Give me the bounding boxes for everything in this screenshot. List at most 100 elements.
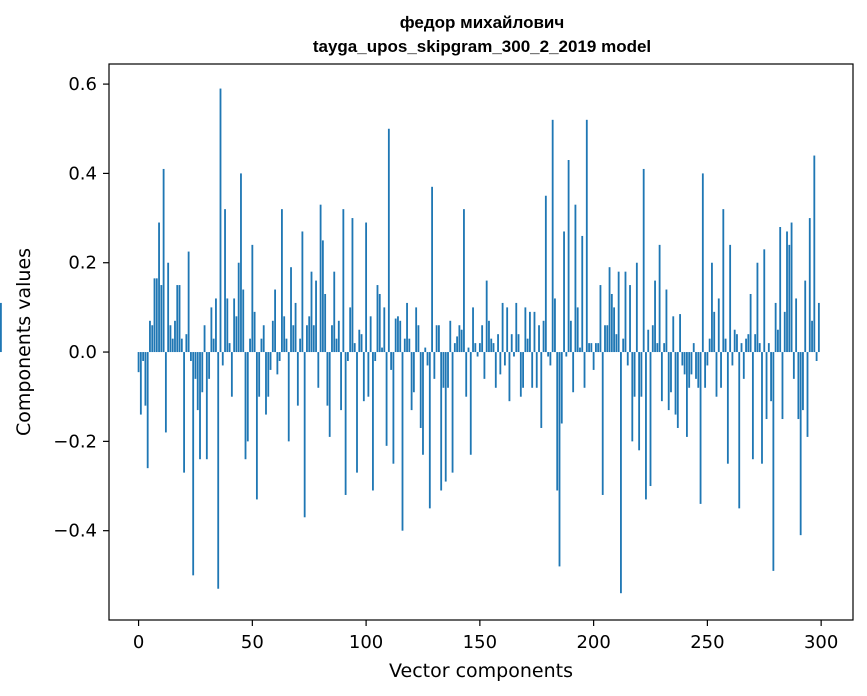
bar-250 bbox=[706, 352, 709, 366]
bar-219 bbox=[635, 262, 638, 353]
bar-190 bbox=[569, 320, 572, 353]
bar-137 bbox=[449, 320, 452, 353]
bar-29 bbox=[203, 325, 206, 353]
bar-110 bbox=[387, 128, 390, 353]
bar-249 bbox=[704, 352, 707, 388]
bar-69 bbox=[294, 302, 297, 353]
bar-12 bbox=[164, 352, 167, 433]
bar-296 bbox=[811, 320, 813, 353]
bar-218 bbox=[633, 352, 636, 397]
bar-31 bbox=[208, 352, 211, 379]
bar-23 bbox=[190, 352, 192, 361]
bar-72 bbox=[301, 231, 304, 353]
bar-19 bbox=[180, 338, 183, 353]
bar-144 bbox=[465, 352, 468, 397]
bar-30 bbox=[205, 352, 208, 460]
bar-210 bbox=[615, 334, 618, 353]
bar-169 bbox=[522, 352, 524, 388]
bar-145 bbox=[467, 347, 470, 353]
bar-284 bbox=[783, 311, 786, 353]
bar-13 bbox=[167, 262, 170, 353]
bar-7 bbox=[153, 278, 156, 353]
bar-186 bbox=[560, 352, 563, 424]
bar-5 bbox=[149, 320, 151, 353]
bar-60 bbox=[274, 289, 276, 353]
y-tick-label: 0.4 bbox=[68, 163, 97, 184]
bar-9 bbox=[158, 222, 160, 353]
bar-278 bbox=[770, 352, 772, 402]
bar-214 bbox=[624, 271, 627, 353]
bar-230 bbox=[660, 352, 663, 402]
bar-178 bbox=[542, 320, 545, 353]
bar-264 bbox=[738, 352, 741, 509]
bar-80 bbox=[319, 204, 322, 353]
bar-204 bbox=[601, 352, 604, 495]
x-tick-label: 100 bbox=[349, 632, 383, 653]
bar-173 bbox=[531, 352, 534, 388]
bar-41 bbox=[230, 352, 233, 397]
bar-225 bbox=[649, 352, 652, 487]
bar-159 bbox=[499, 352, 502, 375]
bar-197 bbox=[585, 119, 588, 353]
bar-248 bbox=[701, 173, 704, 353]
bar-279 bbox=[772, 352, 775, 571]
bar-65 bbox=[285, 338, 288, 353]
bar-129 bbox=[431, 186, 433, 353]
y-axis-label: Components values bbox=[13, 248, 35, 436]
bar-168 bbox=[519, 352, 522, 397]
bar-51 bbox=[253, 311, 256, 353]
bar-272 bbox=[756, 262, 759, 353]
bar-140 bbox=[456, 336, 459, 353]
bar-84 bbox=[328, 352, 331, 437]
y-tick-label: 0.2 bbox=[68, 253, 97, 274]
bar-254 bbox=[715, 352, 718, 397]
bar-127 bbox=[426, 352, 429, 366]
bar-82 bbox=[324, 293, 327, 353]
bar-series bbox=[0, 88, 820, 594]
bar-257 bbox=[722, 209, 725, 353]
bar-192 bbox=[574, 204, 577, 353]
bar-90 bbox=[342, 209, 345, 353]
bar-40 bbox=[228, 343, 231, 353]
chart-title-line-2: tayga_upos_skipgram_300_2_2019 model bbox=[313, 37, 651, 56]
bar-134 bbox=[442, 352, 445, 388]
bar-166 bbox=[515, 302, 518, 353]
chart-title-line-1: федор михайлович bbox=[400, 13, 565, 32]
bar-165 bbox=[513, 352, 515, 357]
bar-271 bbox=[754, 334, 757, 353]
bar-25 bbox=[194, 352, 197, 379]
bar-14 bbox=[169, 325, 172, 353]
bar-226 bbox=[651, 325, 654, 353]
bar-54 bbox=[260, 338, 263, 353]
bar-288 bbox=[792, 352, 795, 379]
bar-147 bbox=[472, 307, 474, 353]
bar-216 bbox=[629, 285, 631, 353]
bar-125 bbox=[422, 352, 424, 455]
bar-71 bbox=[299, 338, 302, 353]
bar-205 bbox=[604, 325, 606, 353]
bar-120 bbox=[410, 352, 413, 411]
x-axis-label: Vector components bbox=[389, 660, 573, 682]
bar-146 bbox=[469, 352, 472, 455]
bar-113 bbox=[394, 318, 397, 353]
bar-276 bbox=[765, 352, 768, 420]
bar-94 bbox=[351, 218, 354, 353]
bar-10 bbox=[160, 285, 163, 353]
bar-183 bbox=[554, 298, 556, 353]
bar-114 bbox=[397, 316, 399, 353]
bar-195 bbox=[581, 235, 584, 353]
bar-47 bbox=[244, 352, 247, 460]
bar-37 bbox=[221, 352, 224, 366]
bar-21 bbox=[185, 334, 188, 353]
bar-111 bbox=[390, 352, 393, 370]
bar-285 bbox=[786, 231, 788, 353]
bar-245 bbox=[695, 352, 697, 379]
bar-99 bbox=[362, 352, 365, 402]
bar-202 bbox=[597, 343, 600, 353]
bar-81 bbox=[321, 240, 324, 353]
bar-203 bbox=[599, 285, 602, 353]
bar-138 bbox=[451, 352, 454, 473]
bar-184 bbox=[556, 352, 559, 491]
chart-title: федор михайлович tayga_upos_skipgram_300… bbox=[313, 13, 651, 56]
